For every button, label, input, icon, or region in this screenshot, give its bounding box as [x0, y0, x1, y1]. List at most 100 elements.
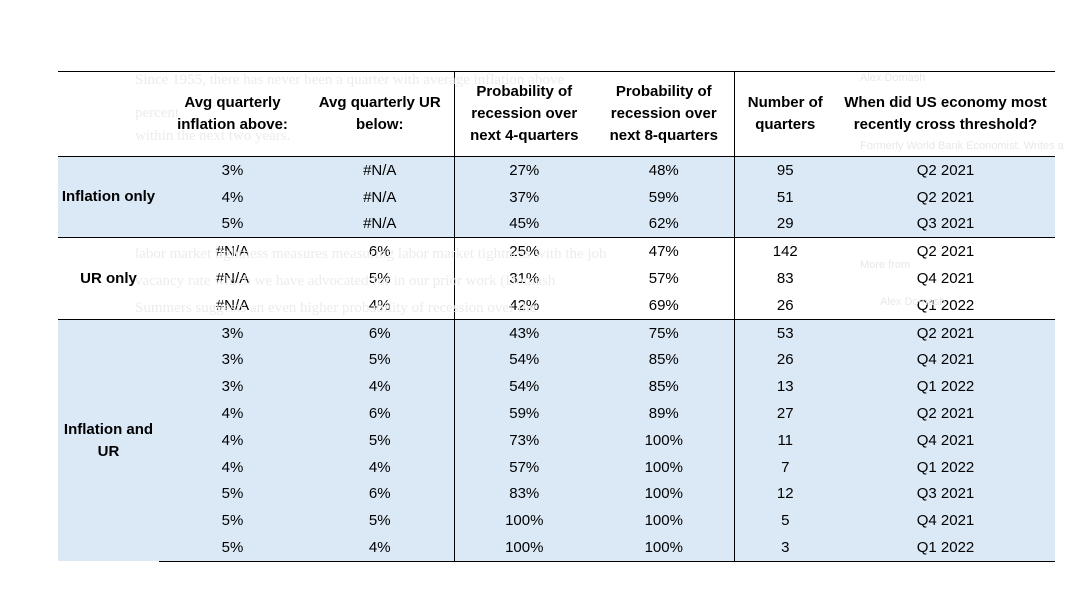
cell-quarters: 26 — [733, 291, 836, 320]
cell-cross: Q4 2021 — [836, 426, 1055, 454]
cell-ur: #N/A — [306, 155, 454, 184]
cell-prob4: 100% — [453, 507, 594, 535]
cell-prob8: 100% — [594, 480, 734, 508]
table-row: Inflation and UR 3% 6% 43% 75% 53 Q2 202… — [58, 318, 1055, 562]
cell-inflation: 4% — [159, 453, 306, 481]
cell-prob4: 37% — [453, 183, 594, 211]
cell-ur: 5% — [306, 346, 454, 374]
cell-prob4: 27% — [453, 155, 594, 184]
header-cross: When did US economy most recently cross … — [836, 71, 1055, 157]
cell-cross: Q2 2021 — [836, 183, 1055, 211]
cell-prob8: 47% — [594, 237, 734, 266]
header-ur-label: Avg quarterly UR below: — [318, 94, 441, 133]
group-label-inflation-and-ur: Inflation and UR — [58, 318, 159, 562]
header-prob4-label: Probability of recession over next 4-qua… — [470, 83, 579, 144]
header-inflation: Avg quarterly inflation above: — [159, 71, 306, 157]
header-inflation-label: Avg quarterly inflation above: — [177, 94, 288, 133]
table-row: 5% 5% 100% 100% 5 Q4 2021 — [58, 507, 1055, 535]
cell-prob8: 100% — [594, 426, 734, 454]
cell-prob4: 100% — [453, 534, 594, 562]
cell-prob4: 59% — [453, 400, 594, 427]
header-prob8-label: Probability of recession over next 8-qua… — [609, 83, 718, 144]
cell-prob8: 75% — [594, 318, 734, 347]
cell-inflation: 5% — [159, 507, 306, 535]
cell-ur: 4% — [306, 373, 454, 401]
cell-inflation: 4% — [159, 400, 306, 427]
cell-inflation: 5% — [159, 480, 306, 508]
cell-prob8: 85% — [594, 346, 734, 374]
cell-quarters: 13 — [733, 373, 836, 401]
cell-cross: Q3 2021 — [836, 480, 1055, 508]
header-cross-label: When did US economy most recently cross … — [844, 94, 1047, 133]
cell-ur: 4% — [306, 453, 454, 481]
cell-ur: 5% — [306, 507, 454, 535]
cell-inflation: 3% — [159, 155, 306, 184]
table-row: 5% 6% 83% 100% 12 Q3 2021 — [58, 480, 1055, 508]
cell-prob8: 85% — [594, 373, 734, 401]
cell-inflation: 4% — [159, 183, 306, 211]
cell-quarters: 27 — [733, 400, 836, 427]
cell-quarters: 3 — [733, 534, 836, 562]
cell-prob8: 89% — [594, 400, 734, 427]
group-label-ur-only: UR only — [58, 237, 159, 320]
cell-cross: Q1 2022 — [836, 534, 1055, 562]
cell-prob4: 25% — [453, 237, 594, 266]
cell-prob4: 83% — [453, 480, 594, 508]
cell-quarters: 95 — [733, 155, 836, 184]
cell-ur: 4% — [306, 534, 454, 562]
cell-prob4: 54% — [453, 373, 594, 401]
cell-inflation: #N/A — [159, 237, 306, 266]
cell-quarters: 26 — [733, 346, 836, 374]
cell-ur: 6% — [306, 400, 454, 427]
cell-inflation: 3% — [159, 346, 306, 374]
cell-inflation: 3% — [159, 373, 306, 401]
cell-prob8: 100% — [594, 507, 734, 535]
table-row: 3% 4% 54% 85% 13 Q1 2022 — [58, 373, 1055, 401]
cell-prob4: 45% — [453, 210, 594, 238]
cell-ur: 5% — [306, 426, 454, 454]
cell-inflation: #N/A — [159, 291, 306, 320]
cell-cross: Q4 2021 — [836, 346, 1055, 374]
table-row: 5% 4% 100% 100% 3 Q1 2022 — [58, 534, 1055, 562]
cell-inflation: 3% — [159, 318, 306, 347]
cell-prob8: 59% — [594, 183, 734, 211]
cell-ur: #N/A — [306, 183, 454, 211]
cell-cross: Q2 2021 — [836, 318, 1055, 347]
cell-prob4: 54% — [453, 346, 594, 374]
table-row: #N/A 4% 42% 69% 26 Q1 2022 — [58, 291, 1055, 320]
cell-quarters: 12 — [733, 480, 836, 508]
cell-ur: #N/A — [306, 210, 454, 238]
table-row: 3% 5% 54% 85% 26 Q4 2021 — [58, 346, 1055, 374]
cell-ur: 6% — [306, 480, 454, 508]
cell-prob8: 62% — [594, 210, 734, 238]
cell-cross: Q2 2021 — [836, 155, 1055, 184]
group-label-inflation-only: Inflation only — [58, 155, 159, 238]
cell-ur: 6% — [306, 318, 454, 347]
table-row: Inflation only 3% #N/A 27% 48% 95 Q2 202… — [58, 155, 1055, 238]
cell-cross: Q2 2021 — [836, 237, 1055, 266]
header-group — [58, 71, 159, 157]
cell-quarters: 5 — [733, 507, 836, 535]
cell-quarters: 7 — [733, 453, 836, 481]
table-row: 4% 4% 57% 100% 7 Q1 2022 — [58, 453, 1055, 481]
cell-inflation: 5% — [159, 210, 306, 238]
cell-ur: 6% — [306, 237, 454, 266]
header-prob8: Probability of recession over next 8-qua… — [594, 71, 734, 157]
cell-inflation: 5% — [159, 534, 306, 562]
cell-cross: Q4 2021 — [836, 507, 1055, 535]
cell-quarters: 51 — [733, 183, 836, 211]
header-row: Avg quarterly inflation above: Avg quart… — [58, 71, 1055, 157]
cell-quarters: 29 — [733, 210, 836, 238]
cell-cross: Q1 2022 — [836, 291, 1055, 320]
cell-prob8: 57% — [594, 265, 734, 292]
cell-cross: Q1 2022 — [836, 453, 1055, 481]
cell-inflation: #N/A — [159, 265, 306, 292]
table-row: 4% 5% 73% 100% 11 Q4 2021 — [58, 426, 1055, 454]
cell-prob4: 43% — [453, 318, 594, 347]
cell-quarters: 83 — [733, 265, 836, 292]
cell-cross: Q1 2022 — [836, 373, 1055, 401]
header-quarters-label: Number of quarters — [747, 94, 823, 133]
recession-probability-table: Avg quarterly inflation above: Avg quart… — [58, 71, 1055, 562]
cell-quarters: 142 — [733, 237, 836, 266]
cell-prob8: 69% — [594, 291, 734, 320]
